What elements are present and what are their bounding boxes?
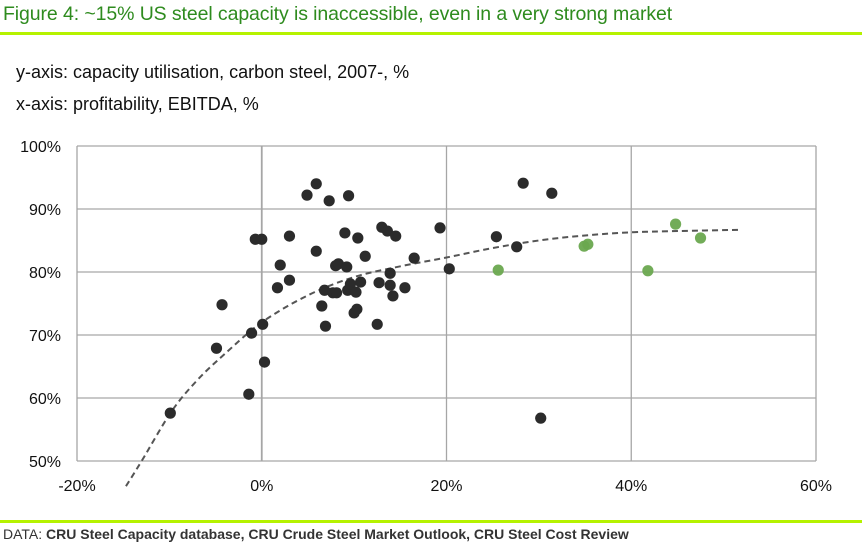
dark-data-point — [258, 356, 271, 368]
dark-data-point — [443, 263, 455, 275]
data-source: DATA: CRU Steel Capacity database, CRU C… — [3, 526, 629, 542]
dark-data-point — [164, 407, 176, 419]
dark-data-point — [350, 286, 362, 298]
dark-data-point — [387, 290, 399, 302]
dark-data-point — [216, 299, 228, 311]
dark-data-point — [210, 342, 223, 354]
y-tick-label: 90% — [29, 202, 61, 219]
source-text: CRU Steel Capacity database, CRU Crude S… — [46, 526, 629, 542]
dark-data-point — [352, 232, 364, 244]
trendline — [125, 228, 741, 487]
y-tick-label: 60% — [29, 391, 61, 408]
dark-data-point — [301, 189, 313, 201]
x-tick-label: 20% — [430, 478, 462, 495]
dark-data-point — [399, 282, 411, 294]
grid-lines — [76, 145, 817, 462]
dark-data-point — [339, 227, 351, 239]
x-tick-label: -20% — [58, 478, 95, 495]
green-data-point — [694, 232, 707, 244]
dark-data-point — [373, 277, 385, 289]
title-divider — [0, 32, 862, 35]
dark-data-point — [434, 222, 446, 234]
data-points — [164, 177, 707, 424]
y-tick-labels: 50% 60% 70% 80% 90% 100% — [20, 139, 61, 471]
dark-data-point — [384, 267, 396, 279]
dark-data-point — [535, 412, 547, 424]
x-tick-labels: -20% 0% 20% 40% 60% — [58, 478, 832, 495]
dark-data-point — [316, 300, 328, 312]
dark-data-point — [330, 287, 343, 299]
dark-data-point — [384, 279, 396, 291]
dark-data-point — [257, 318, 269, 330]
dark-data-point — [490, 231, 502, 243]
y-tick-label: 80% — [29, 265, 61, 282]
y-tick-label: 50% — [29, 454, 61, 471]
dark-data-point — [408, 252, 420, 264]
dark-data-point — [546, 187, 558, 199]
dark-data-point — [323, 195, 335, 207]
dark-data-point — [344, 278, 357, 290]
y-tick-label: 100% — [20, 139, 61, 156]
dark-data-point — [319, 320, 332, 332]
dark-data-point — [341, 261, 353, 273]
dark-data-point — [271, 282, 284, 294]
figure-title: Figure 4: ~15% US steel capacity is inac… — [3, 3, 673, 25]
y-tick-label: 70% — [29, 328, 61, 345]
dark-data-point — [381, 225, 393, 237]
x-tick-label: 40% — [615, 478, 647, 495]
dark-data-point — [245, 327, 258, 339]
dark-data-point — [371, 318, 383, 330]
footer-divider — [0, 520, 862, 523]
dark-data-point — [256, 233, 268, 245]
x-tick-label: 60% — [800, 478, 832, 495]
dark-data-point — [517, 177, 529, 189]
dark-data-point — [274, 259, 286, 271]
dark-data-point — [283, 274, 296, 286]
x-axis-description: x-axis: profitability, EBITDA, % — [16, 94, 259, 114]
source-prefix: DATA: — [3, 526, 47, 542]
dark-data-point — [310, 245, 322, 257]
dark-data-point — [243, 388, 255, 400]
trendline-group — [125, 228, 741, 487]
dark-data-point — [390, 230, 402, 242]
y-axis-description: y-axis: capacity utilisation, carbon ste… — [16, 62, 410, 82]
dark-data-point — [310, 178, 322, 190]
green-data-point — [669, 218, 682, 230]
dark-data-point — [354, 276, 367, 288]
dark-data-point — [351, 303, 363, 315]
green-data-point — [582, 238, 594, 250]
dark-data-point — [342, 190, 355, 202]
green-data-point — [492, 264, 504, 276]
x-tick-label: 0% — [250, 478, 273, 495]
dark-data-point — [283, 230, 296, 242]
dark-data-point — [359, 250, 371, 262]
dark-data-point — [511, 241, 523, 253]
green-data-point — [642, 265, 654, 277]
